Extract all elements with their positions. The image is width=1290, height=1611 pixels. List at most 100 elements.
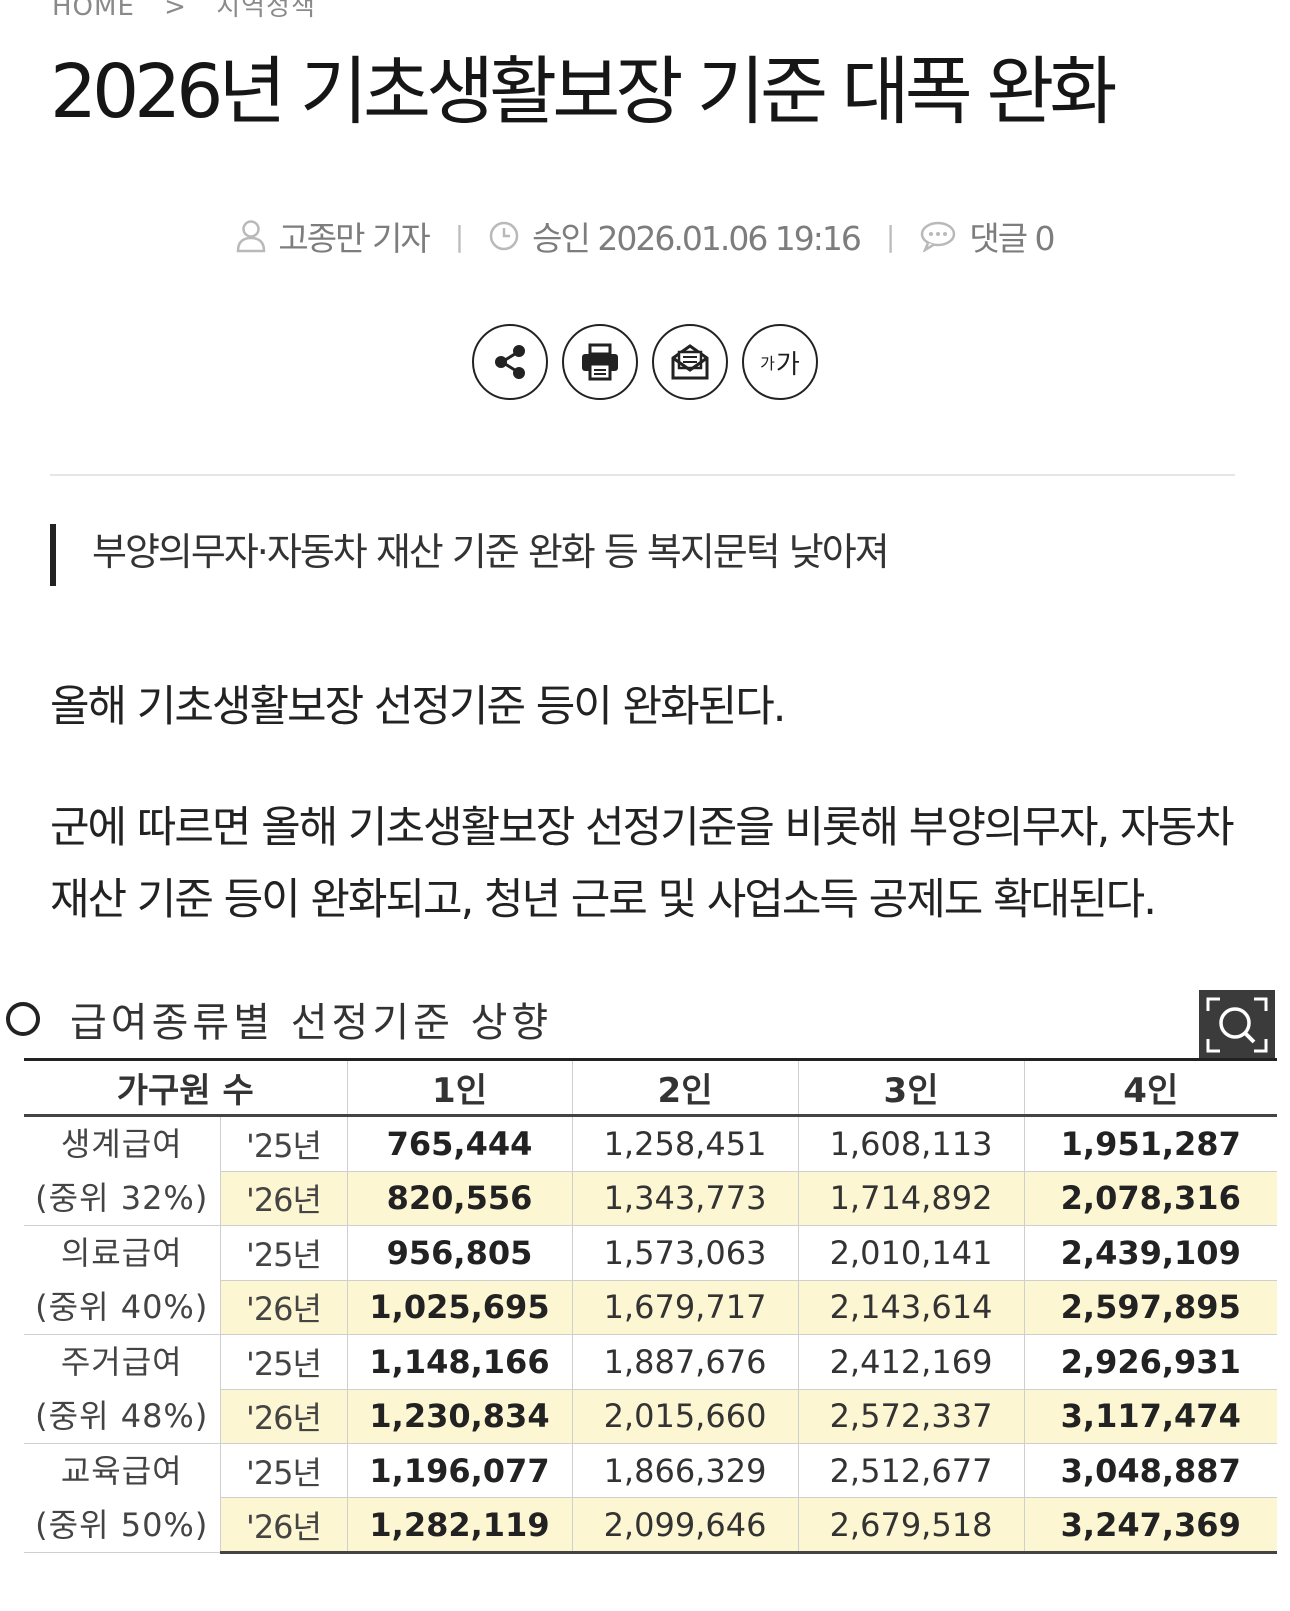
amount-cell: 2,439,109: [1024, 1225, 1277, 1281]
font-size-small-label: 가: [760, 354, 775, 373]
amount-cell: 2,015,660: [572, 1389, 799, 1444]
speech-bubble-icon: [921, 221, 956, 252]
amount-cell: 2,099,646: [572, 1497, 799, 1554]
magnify-icon: [1206, 997, 1268, 1053]
share-button[interactable]: [472, 324, 548, 400]
breadcrumb-section[interactable]: 지역정책: [216, 0, 316, 22]
comments-count: 댓글 0: [969, 219, 1055, 258]
year-cell: '26년: [220, 1171, 348, 1226]
image-zoom-button[interactable]: [1199, 990, 1275, 1060]
article-subtitle: 부양의무자·자동차 재산 기준 완화 등 복지문턱 낮아져: [50, 524, 890, 586]
benefit-type-name: 교육급여: [60, 1452, 183, 1490]
table-row: '26년 820,556 1,343,773 1,714,892 2,078,316: [24, 1171, 1277, 1226]
font-size-large-label: 가: [775, 349, 800, 380]
amount-cell: 1,196,077: [347, 1443, 573, 1498]
benefit-type-name: 주거급여: [60, 1343, 183, 1381]
meta-divider: |: [885, 219, 896, 253]
table-row: 교육급여 (중위 50%) '25년 1,196,077 1,866,329 2,512,…: [24, 1443, 1277, 1553]
year-cell: '26년: [220, 1280, 348, 1335]
email-button[interactable]: [652, 324, 728, 400]
amount-cell: 1,025,695: [347, 1280, 573, 1335]
amount-cell: 2,412,169: [798, 1334, 1025, 1390]
amount-cell: 1,573,063: [572, 1225, 799, 1281]
amount-cell: 1,866,329: [572, 1443, 799, 1498]
divider: [50, 474, 1235, 476]
amount-cell: 2,512,677: [798, 1443, 1025, 1498]
print-button[interactable]: [562, 324, 638, 400]
benefit-type-ratio: (중위 48%): [35, 1397, 209, 1435]
benefit-type-ratio: (중위 40%): [35, 1288, 209, 1326]
article-title: 2026년 기초생활보장 기준 대폭 완화: [50, 49, 1117, 135]
breadcrumb-home[interactable]: HOME: [52, 0, 135, 22]
amount-cell: 3,048,887: [1024, 1443, 1277, 1498]
amount-cell: 2,926,931: [1024, 1334, 1277, 1390]
table-row: '26년 1,025,695 1,679,717 2,143,614 2,597,895: [24, 1280, 1277, 1335]
amount-cell: 820,556: [347, 1171, 573, 1226]
benefit-type-name: 의료급여: [60, 1234, 183, 1272]
benefit-type-cell: 교육급여 (중위 50%): [24, 1443, 221, 1553]
year-cell: '26년: [220, 1497, 348, 1554]
table-caption: 급여종류별 선정기준 상향: [6, 990, 552, 1048]
amount-cell: 1,148,166: [347, 1334, 573, 1390]
author-name: 고종만 기자: [278, 219, 430, 258]
user-icon: [237, 220, 266, 253]
benefit-type-cell: 주거급여 (중위 48%): [24, 1334, 221, 1444]
table-row: 의료급여 (중위 40%) '25년 956,805 1,573,063 2,010,14…: [24, 1225, 1277, 1335]
author-info: 고종만 기자: [236, 212, 431, 260]
table-header-cell: 1인: [347, 1058, 573, 1117]
amount-cell: 765,444: [347, 1115, 573, 1172]
table-row: 생계급여 (중위 32%) '25년 765,444 1,258,451 1,608,11…: [24, 1115, 1277, 1226]
year-cell: '25년: [220, 1443, 348, 1498]
breadcrumb-separator: >: [164, 0, 187, 22]
meta-divider: |: [454, 219, 465, 253]
share-icon: [495, 345, 525, 379]
amount-cell: 956,805: [347, 1225, 573, 1281]
year-cell: '25년: [220, 1225, 348, 1281]
article-paragraph: 군에 따르면 올해 기초생활보장 선정기준을 비롯해 부양의무자, 자동차 재산…: [50, 803, 1235, 925]
mail-icon: [671, 344, 709, 380]
table-header-cell: 4인: [1024, 1058, 1277, 1117]
table-header-cell: 3인: [798, 1058, 1025, 1117]
breadcrumb: HOME > 지역정책: [52, 0, 316, 23]
year-cell: '25년: [220, 1334, 348, 1390]
table-row: '26년 1,282,119 2,099,646 2,679,518 3,247,369: [24, 1497, 1277, 1554]
amount-cell: 2,679,518: [798, 1497, 1025, 1554]
benefit-type-ratio: (중위 32%): [35, 1179, 209, 1217]
amount-cell: 1,258,451: [572, 1115, 799, 1172]
benefit-type-cell: 의료급여 (중위 40%): [24, 1225, 221, 1335]
amount-cell: 1,343,773: [572, 1171, 799, 1226]
amount-cell: 1,608,113: [798, 1115, 1025, 1172]
benefit-table-figure: 급여종류별 선정기준 상향 가구원 수 1인 2인 3인 4인 생계급여 (중위 …: [0, 990, 1290, 1610]
year-cell: '26년: [220, 1389, 348, 1444]
benefit-type-cell: 생계급여 (중위 32%): [24, 1115, 221, 1226]
table-row: '26년 1,230,834 2,015,660 2,572,337 3,117,474: [24, 1389, 1277, 1444]
article-paragraph: 올해 기초생활보장 선정기준 등이 완화된다.: [50, 682, 786, 732]
circle-bullet-icon: [6, 1002, 40, 1036]
amount-cell: 2,078,316: [1024, 1171, 1277, 1226]
year-cell: '25년: [220, 1115, 348, 1172]
article-meta: 고종만 기자 | 승인 2026.01.06 19:16 | 댓글 0: [0, 212, 1290, 260]
amount-cell: 1,714,892: [798, 1171, 1025, 1226]
table-header-cell: 2인: [572, 1058, 799, 1117]
amount-cell: 2,572,337: [798, 1389, 1025, 1444]
amount-cell: 3,247,369: [1024, 1497, 1277, 1554]
approval-info: 승인 2026.01.06 19:16: [488, 212, 862, 260]
comments-link[interactable]: 댓글 0: [919, 212, 1056, 260]
approval-date: 승인 2026.01.06 19:16: [532, 219, 862, 258]
table-row: 주거급여 (중위 48%) '25년 1,148,166 1,887,676 2,412,…: [24, 1334, 1277, 1444]
amount-cell: 1,679,717: [572, 1280, 799, 1335]
amount-cell: 2,143,614: [798, 1280, 1025, 1335]
amount-cell: 1,282,119: [347, 1497, 573, 1554]
table-caption-text: 급여종류별 선정기준 상향: [70, 1000, 553, 1046]
amount-cell: 1,887,676: [572, 1334, 799, 1390]
benefit-table: 가구원 수 1인 2인 3인 4인 생계급여 (중위 32%) '25년 765,44…: [24, 1058, 1277, 1554]
table-header-row: 가구원 수 1인 2인 3인 4인: [24, 1058, 1277, 1117]
amount-cell: 2,597,895: [1024, 1280, 1277, 1335]
printer-icon: [582, 343, 618, 381]
amount-cell: 3,117,474: [1024, 1389, 1277, 1444]
clock-icon: [489, 221, 519, 251]
benefit-type-ratio: (중위 50%): [35, 1506, 209, 1544]
amount-cell: 2,010,141: [798, 1225, 1025, 1281]
